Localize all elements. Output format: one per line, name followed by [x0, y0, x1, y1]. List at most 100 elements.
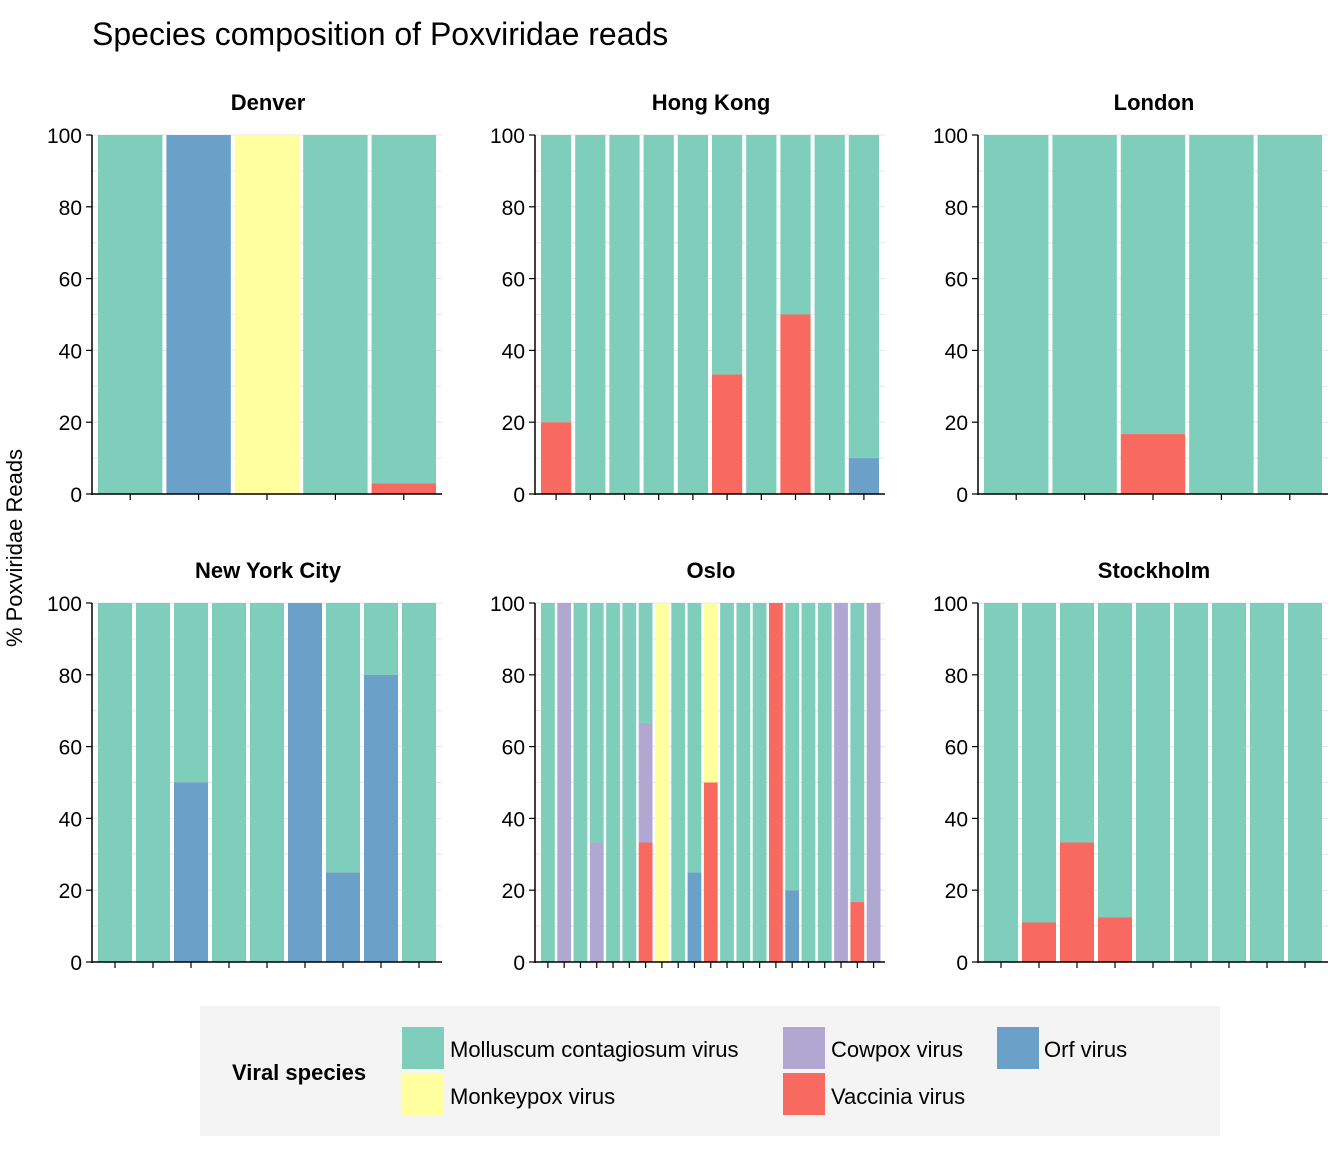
bar-segment-molluscum: [250, 603, 284, 962]
bar-segment-vaccinia: [541, 422, 572, 494]
y-tick-label: 0: [956, 952, 968, 975]
facet-stockholm: Stockholm 0 20 40 60 80 100: [933, 558, 1328, 975]
y-tick-label: 80: [59, 197, 82, 220]
bar-segment-molluscum: [1288, 603, 1322, 962]
y-tick-label: 20: [945, 412, 968, 435]
bar-segment-molluscum: [752, 603, 767, 962]
bar-segment-molluscum: [780, 135, 811, 315]
y-tick-label: 20: [502, 412, 525, 435]
bar-segment-molluscum: [1060, 603, 1094, 843]
bar-segment-molluscum: [638, 603, 653, 723]
y-tick-label: 40: [59, 808, 82, 831]
bar-segment-molluscum: [1120, 135, 1186, 435]
bar-segment-molluscum: [1098, 603, 1132, 918]
bar-segment-orf: [687, 872, 702, 962]
bar-segment-molluscum: [1022, 603, 1056, 923]
bar-segment-cowpox: [866, 603, 881, 962]
facet-title: Oslo: [687, 558, 736, 583]
facet-title: London: [1114, 90, 1195, 115]
bar-segment-orf: [166, 135, 231, 494]
bar-segment-molluscum: [609, 135, 640, 494]
bar-segment-molluscum: [1174, 603, 1208, 962]
y-tick-label: 60: [945, 737, 968, 760]
facet-title: Hong Kong: [652, 90, 771, 115]
legend-label-molluscum: Molluscum contagiosum virus: [450, 1037, 739, 1062]
bar-segment-molluscum: [98, 603, 132, 962]
legend-label-vaccinia: Vaccinia virus: [831, 1084, 965, 1109]
bar-segment-molluscum: [541, 135, 572, 423]
legend: Viral species Molluscum contagiosum viru…: [200, 1006, 1220, 1136]
bar-segment-orf: [785, 890, 800, 962]
legend-label-monkeypox: Monkeypox virus: [450, 1084, 615, 1109]
y-tick-label: 80: [502, 665, 525, 688]
y-tick-label: 100: [933, 593, 968, 616]
bar-segment-vaccinia: [703, 782, 718, 962]
y-tick-label: 0: [513, 952, 525, 975]
facet-title: New York City: [195, 558, 342, 583]
bar-segment-cowpox: [589, 842, 604, 962]
bar-segment-molluscum: [848, 135, 879, 459]
bar-segment-molluscum: [589, 603, 604, 843]
chart-title: Species composition of Poxviridae reads: [92, 16, 668, 52]
bar-segment-molluscum: [850, 603, 865, 903]
bar-segment-molluscum: [643, 135, 674, 494]
bar-segment-cowpox: [557, 603, 572, 962]
legend-key-molluscum: [402, 1027, 444, 1069]
facet-panels: Denver 0 20 40 60 80 100 Hong Kong 0 20 40 60 80 100 L…: [47, 90, 1328, 975]
bar-segment-molluscum: [1250, 603, 1284, 962]
bar-segment-vaccinia: [638, 842, 653, 962]
y-tick-label: 40: [502, 340, 525, 363]
facet-title: Denver: [231, 90, 306, 115]
legend-key-vaccinia: [783, 1073, 825, 1115]
bar-segment-orf: [326, 872, 360, 962]
y-tick-label: 40: [945, 340, 968, 363]
y-tick-label: 60: [502, 269, 525, 292]
y-tick-label: 80: [945, 197, 968, 220]
y-tick-label: 20: [59, 880, 82, 903]
bar-segment-vaccinia: [780, 314, 811, 494]
bar-segment-vaccinia: [1120, 434, 1186, 494]
y-tick-label: 100: [47, 125, 82, 148]
y-tick-label: 100: [490, 593, 525, 616]
bar-segment-molluscum: [1212, 603, 1246, 962]
y-tick-label: 0: [70, 484, 82, 507]
y-tick-label: 100: [47, 593, 82, 616]
facet-hong-kong: Hong Kong 0 20 40 60 80 100: [490, 90, 885, 507]
bar-segment-molluscum: [712, 135, 743, 375]
bar-segment-molluscum: [402, 603, 436, 962]
bar-segment-orf: [288, 603, 322, 962]
bar-segment-vaccinia: [1022, 922, 1056, 962]
bar-segment-molluscum: [746, 135, 777, 494]
bar-segment-cowpox: [638, 722, 653, 843]
bar-segment-molluscum: [98, 135, 163, 494]
legend-label-orf: Orf virus: [1044, 1037, 1127, 1062]
y-tick-label: 80: [59, 665, 82, 688]
bar-segment-cowpox: [834, 603, 848, 962]
y-axis-label: % Poxviridae Reads: [2, 449, 27, 647]
bar-segment-molluscum: [720, 603, 734, 962]
legend-title: Viral species: [232, 1060, 366, 1085]
y-tick-label: 20: [945, 880, 968, 903]
bar-segment-molluscum: [687, 603, 702, 873]
bar-segment-molluscum: [984, 603, 1018, 962]
y-tick-label: 20: [59, 412, 82, 435]
bar-segment-molluscum: [174, 603, 208, 783]
bar-segment-molluscum: [1189, 135, 1254, 494]
bar-segment-molluscum: [817, 603, 832, 962]
y-tick-label: 40: [945, 808, 968, 831]
bar-segment-molluscum: [677, 135, 708, 494]
bar-segment-molluscum: [541, 603, 555, 962]
y-tick-label: 20: [502, 880, 525, 903]
bar-segment-vaccinia: [850, 902, 865, 962]
y-tick-label: 0: [70, 952, 82, 975]
bar-segment-molluscum: [736, 603, 751, 962]
bar-segment-vaccinia: [1060, 842, 1094, 962]
y-tick-label: 60: [59, 269, 82, 292]
bar-segment-molluscum: [606, 603, 620, 962]
bar-segment-molluscum: [303, 135, 368, 494]
y-tick-label: 100: [490, 125, 525, 148]
bar-segment-monkeypox: [234, 135, 300, 494]
bar-segment-molluscum: [801, 603, 816, 962]
legend-label-cowpox: Cowpox virus: [831, 1037, 963, 1062]
